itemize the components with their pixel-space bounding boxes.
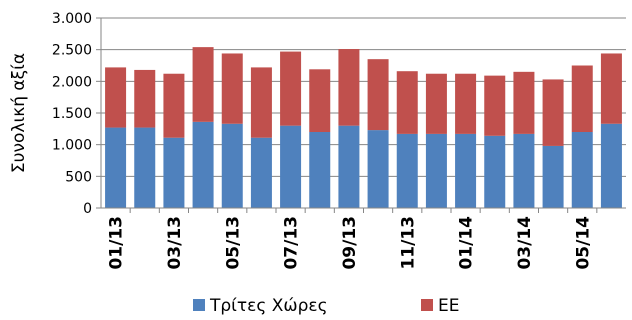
bar-segment-eu <box>513 71 535 134</box>
bar-segment-third-countries <box>396 133 418 208</box>
x-tick-label: 03/13 <box>165 216 185 270</box>
bar-segment-eu <box>396 71 418 134</box>
y-tick-label: 1.500 <box>52 106 92 122</box>
legend-label: Τρίτες Χώρες <box>209 296 328 316</box>
bar-segment-eu <box>309 69 331 132</box>
x-tick-label: 03/14 <box>515 216 535 270</box>
x-tick-label: 09/13 <box>340 216 360 270</box>
bar-segment-eu <box>484 75 506 136</box>
legend-label: ΕΕ <box>438 296 459 316</box>
bar-segment-third-countries <box>484 135 506 208</box>
label-layer: 0 500 1.000 1.500 2.000 2.500 3.000 01/13 03/13 0… <box>9 11 593 270</box>
bar-segment-eu <box>425 73 447 134</box>
y-tick-label: 3.000 <box>52 11 92 27</box>
bar-segment-eu <box>367 59 389 131</box>
bar-segment-eu <box>105 67 127 128</box>
bar-segment-third-countries <box>513 133 535 208</box>
bar-segment-eu <box>163 73 185 138</box>
x-tick-label: 07/13 <box>282 216 302 270</box>
y-tick-label: 500 <box>65 169 92 185</box>
bar-segment-eu <box>221 53 243 124</box>
axis-layer <box>96 17 626 213</box>
bar-segment-third-countries <box>542 145 564 208</box>
x-tick-label: 05/14 <box>573 216 593 270</box>
grid-layer <box>101 17 626 177</box>
bar-segment-eu <box>600 53 622 124</box>
y-tick-label: 2.000 <box>52 74 92 90</box>
bar-segment-eu <box>542 79 564 146</box>
bar-segment-eu <box>192 47 214 122</box>
x-tick-label: 01/14 <box>457 216 477 270</box>
bar-segment-third-countries <box>105 127 127 208</box>
bar-segment-third-countries <box>134 127 156 208</box>
y-tick-label: 1.000 <box>52 138 92 154</box>
bar-segment-eu <box>455 73 477 134</box>
bar-segment-third-countries <box>192 121 214 208</box>
bar-segment-third-countries <box>280 125 302 208</box>
legend-swatch <box>421 299 433 311</box>
y-axis-title: Συνολική αξία <box>9 53 29 173</box>
bar-segment-third-countries <box>338 125 360 208</box>
bar-segment-eu <box>134 69 156 128</box>
bar-segment-eu <box>338 49 360 126</box>
bar-segment-third-countries <box>163 137 185 208</box>
legend-swatch <box>193 299 205 311</box>
y-tick-label: 0 <box>83 201 92 217</box>
bar-segment-third-countries <box>600 123 622 208</box>
x-tick-label: 01/13 <box>107 216 127 270</box>
x-tick-label: 11/13 <box>398 216 418 270</box>
bar-segment-eu <box>571 65 593 132</box>
bar-segment-eu <box>280 51 302 126</box>
bar-segment-eu <box>250 67 272 138</box>
bar-segment-third-countries <box>367 130 389 208</box>
bar-segment-third-countries <box>455 133 477 208</box>
bar-segment-third-countries <box>425 133 447 208</box>
y-tick-label: 2.500 <box>52 43 92 59</box>
bar-segment-third-countries <box>309 132 331 208</box>
x-tick-label: 05/13 <box>223 216 243 270</box>
bar-segment-third-countries <box>221 123 243 208</box>
legend: Τρίτες Χώρες ΕΕ <box>193 296 459 316</box>
bar-segment-third-countries <box>250 137 272 208</box>
bars-layer <box>105 47 622 208</box>
bar-segment-third-countries <box>571 132 593 208</box>
